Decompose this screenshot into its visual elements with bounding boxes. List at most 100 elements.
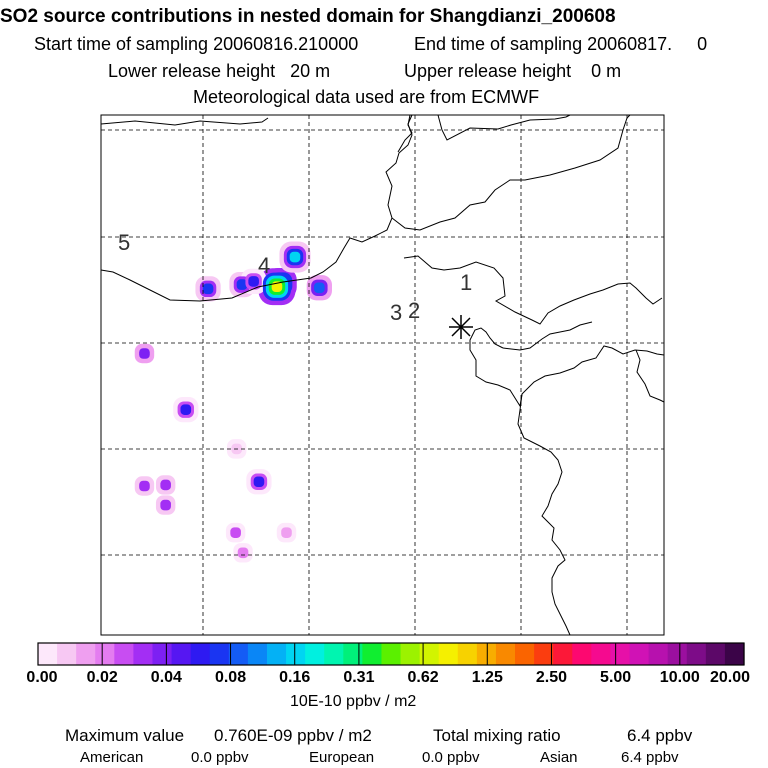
hotspot-cell <box>230 527 241 538</box>
colorbar-cell <box>286 643 306 665</box>
chart-title: SO2 source contributions in nested domai… <box>0 6 616 27</box>
coastline <box>635 349 665 403</box>
hotspot-cell <box>202 283 214 295</box>
colorbar-cell <box>171 643 192 665</box>
station-marker-icon <box>449 315 473 339</box>
border-line <box>100 114 413 302</box>
colorbar-tick-label: 1.25 <box>471 669 503 686</box>
hotspot-cell <box>289 251 301 263</box>
region-label-4: 4 <box>258 253 270 278</box>
colorbar-tick-label: 0.02 <box>86 669 118 686</box>
hotspot-cell <box>139 480 150 492</box>
colorbar-cell <box>457 643 478 665</box>
colorbar-cell <box>705 643 726 665</box>
colorbar-tick-label: 5.00 <box>600 669 632 686</box>
colorbar-cell <box>114 643 135 665</box>
colorbar-cell <box>724 643 745 665</box>
colorbar-cell <box>629 643 650 665</box>
coastline <box>517 393 571 636</box>
map-grid <box>101 115 664 635</box>
max-value-label: Maximum value <box>65 726 185 745</box>
upper-release-label: Upper release height 0 m <box>404 61 622 81</box>
region-label-1: 1 <box>460 270 472 295</box>
colorbar-cell <box>534 643 554 665</box>
colorbar-cell <box>305 643 325 665</box>
colorbar-tick-label: 0.31 <box>343 669 375 686</box>
colorbar-tick-label: 0.04 <box>150 669 182 686</box>
coastlines-borders <box>100 114 665 636</box>
start-time-label: Start time of sampling 20060816.210000 <box>34 34 359 54</box>
hotspot-cell <box>160 479 171 491</box>
region-asian-name: Asian <box>540 749 578 766</box>
colorbar-cell <box>152 643 173 665</box>
colorbar-cell <box>190 643 211 665</box>
max-value: 0.760E-09 ppbv / m2 <box>214 726 372 745</box>
region-asian-value: 6.4 ppbv <box>621 749 679 766</box>
colorbar-cell <box>400 643 421 665</box>
colorbar-cell <box>686 643 707 665</box>
coastline <box>502 321 593 351</box>
colorbar-cell <box>476 643 497 665</box>
colorbar-cell <box>553 643 573 665</box>
colorbar-cell <box>38 643 58 665</box>
colorbar-tick-label: 0.62 <box>407 669 439 686</box>
colorbar-cell <box>209 643 230 665</box>
colorbar-tick-label: 0.16 <box>279 669 311 686</box>
colorbar-unit: 10E-10 ppbv / m2 <box>290 693 417 710</box>
total-mixing-label: Total mixing ratio <box>433 726 561 745</box>
hotspot-cell <box>314 282 325 294</box>
colorbar-cell <box>57 643 77 665</box>
colorbar-cell <box>324 643 344 665</box>
region-label-5: 5 <box>118 230 130 255</box>
colorbar-tick-label: 2.50 <box>535 669 568 686</box>
hotspot-cell <box>248 276 259 287</box>
hotspot-cell <box>236 279 248 290</box>
colorbar-cell <box>648 643 669 665</box>
region-labels: 1 2 3 4 5 <box>118 230 472 325</box>
region-european-name: European <box>309 749 375 766</box>
border-line <box>403 255 663 325</box>
colorbar-cell <box>381 643 402 665</box>
colorbar-tick-label: 20.00 <box>709 669 751 686</box>
colorbar-cell <box>667 643 688 665</box>
border-line <box>100 117 269 126</box>
end-time-label: End time of sampling 20060817. 0 <box>414 34 708 54</box>
region-label-2: 2 <box>408 298 420 323</box>
hotspot-cell <box>160 499 171 511</box>
colorbar-cell <box>95 643 115 665</box>
colorbar-cell <box>266 643 287 665</box>
colorbar-cell <box>76 643 96 665</box>
region-european-value: 0.0 ppbv <box>422 749 480 766</box>
border-line <box>437 114 571 141</box>
colorbar-tick-label: 10.00 <box>659 669 700 686</box>
colorbar-frame <box>37 642 745 666</box>
colorbar-cell <box>591 643 612 665</box>
region-american-value: 0.0 ppbv <box>191 749 249 766</box>
total-mixing-value: 6.4 ppbv <box>627 726 693 745</box>
hotspot-cell <box>237 547 249 559</box>
colorbar-cell <box>419 643 440 665</box>
colorbar-tick-label: 0.00 <box>26 669 58 686</box>
contribution-hotspots <box>134 241 332 563</box>
border-line <box>391 114 631 231</box>
met-data-label: Meteorological data used are from ECMWF <box>193 87 540 107</box>
colorbar-cell <box>438 643 459 665</box>
colorbar-cell <box>362 643 383 665</box>
hotspot-cell <box>180 404 192 415</box>
colorbar-cell <box>572 643 592 665</box>
colorbar-cell <box>515 643 535 665</box>
map-frame <box>100 114 665 636</box>
colorbar-cells <box>38 643 745 665</box>
hotspot-cell <box>139 348 150 359</box>
lower-release-label: Lower release height 20 m <box>108 61 331 81</box>
colorbar-cell <box>495 643 516 665</box>
colorbar-tick-label: 0.08 <box>214 669 247 686</box>
hotspot-cell <box>281 527 292 538</box>
colorbar-cell <box>247 643 268 665</box>
region-label-3: 3 <box>390 300 402 325</box>
colorbar-cell <box>610 643 631 665</box>
region-american-name: American <box>80 749 144 766</box>
colorbar-cell <box>343 643 363 665</box>
